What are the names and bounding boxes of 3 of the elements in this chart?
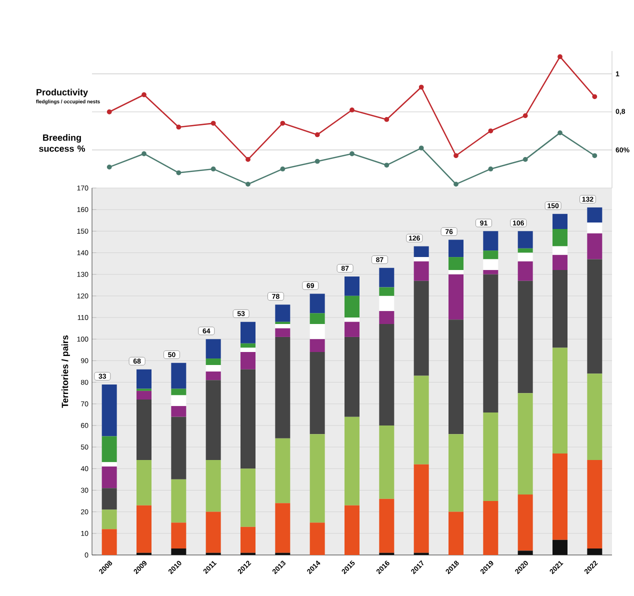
text: Breeding success % [39,134,86,152]
text: Productivity [36,88,88,98]
y-axis-title: Territories / pairs [62,335,70,408]
